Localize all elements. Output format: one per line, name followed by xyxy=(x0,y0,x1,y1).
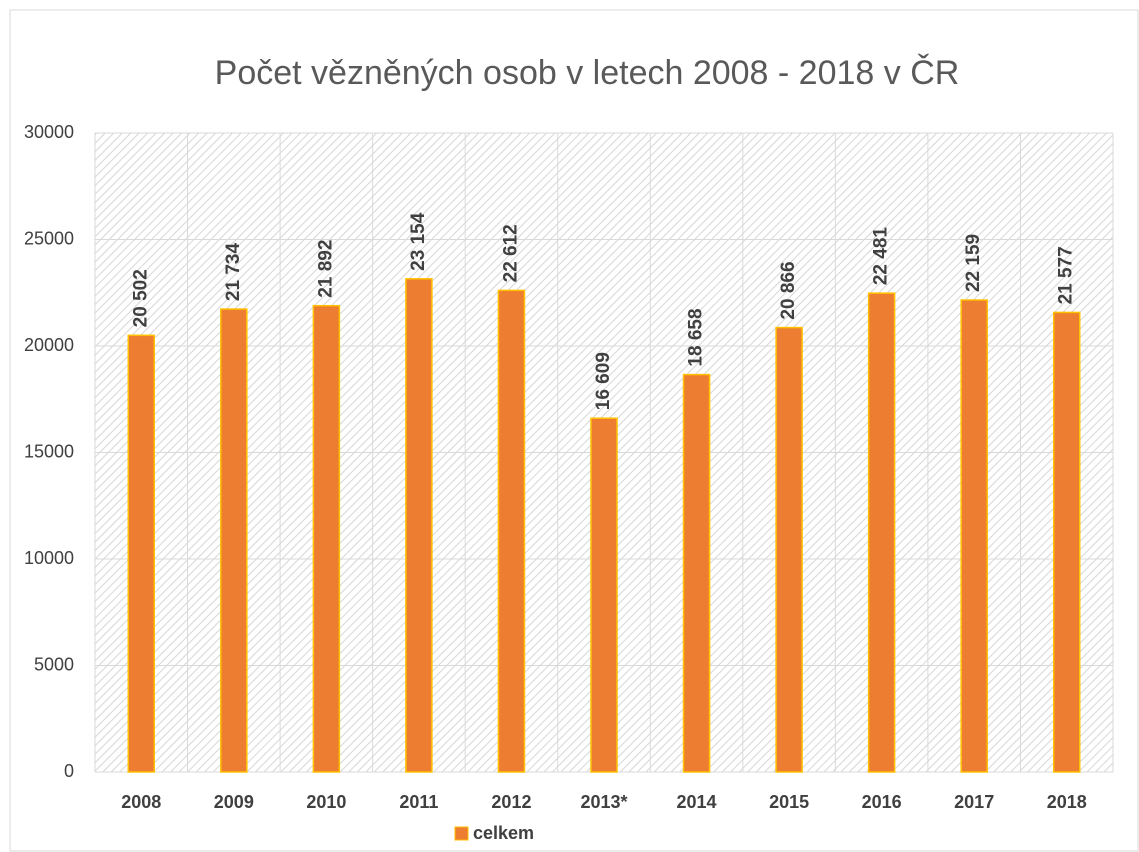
data-label: 22 612 xyxy=(500,224,521,282)
legend-swatch xyxy=(454,826,469,841)
y-tick-label: 5000 xyxy=(34,654,74,674)
chart-title: Počet vězněných osob v letech 2008 - 201… xyxy=(215,54,960,92)
x-tick-label: 2008 xyxy=(121,792,161,812)
y-tick-label: 25000 xyxy=(24,228,74,248)
bar xyxy=(312,304,341,773)
x-tick-label: 2014 xyxy=(677,792,717,812)
x-tick-label: 2015 xyxy=(769,792,809,812)
data-label: 21 892 xyxy=(315,240,336,298)
x-tick-label: 2013* xyxy=(580,792,627,812)
y-tick-label: 30000 xyxy=(24,122,74,142)
data-label: 21 577 xyxy=(1056,246,1077,304)
x-tick-label: 2018 xyxy=(1047,792,1087,812)
y-tick-label: 20000 xyxy=(24,335,74,355)
bar xyxy=(867,292,896,773)
bar xyxy=(775,326,803,773)
bar xyxy=(220,308,248,773)
bar xyxy=(682,373,711,773)
data-label: 23 154 xyxy=(408,212,429,271)
data-label: 21 734 xyxy=(223,243,244,302)
y-tick-label: 15000 xyxy=(24,441,74,461)
x-tick-label: 2009 xyxy=(214,792,254,812)
bar xyxy=(960,299,988,773)
bar xyxy=(127,334,156,773)
data-label: 16 609 xyxy=(593,352,614,410)
bar xyxy=(497,289,526,773)
x-tick-label: 2017 xyxy=(954,792,994,812)
bar xyxy=(1052,311,1081,773)
data-label: 22 481 xyxy=(871,227,892,286)
data-label: 20 866 xyxy=(778,261,799,319)
y-tick-label: 0 xyxy=(64,761,74,781)
x-tick-label: 2016 xyxy=(862,792,902,812)
legend-label: celkem xyxy=(473,823,534,843)
bar xyxy=(405,278,433,773)
bar xyxy=(590,417,618,773)
data-label: 18 658 xyxy=(686,308,707,366)
x-tick-label: 2011 xyxy=(399,792,438,812)
data-label: 22 159 xyxy=(963,234,984,292)
y-tick-label: 10000 xyxy=(24,548,74,568)
data-label: 20 502 xyxy=(130,269,151,327)
x-tick-label: 2012 xyxy=(491,792,531,812)
x-tick-label: 2010 xyxy=(306,792,346,812)
